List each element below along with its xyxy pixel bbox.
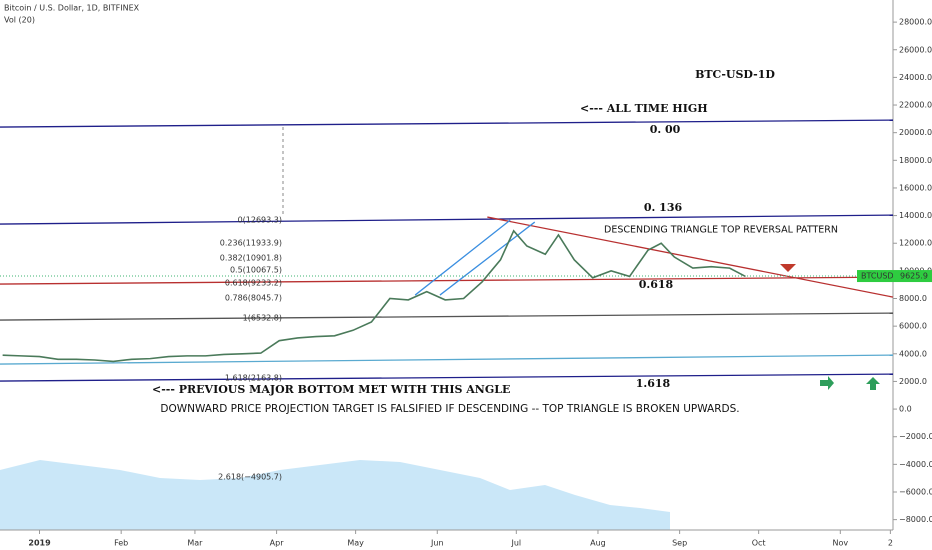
- x-tick-label: Apr: [270, 539, 285, 548]
- y-tick-label: −6000.0: [899, 487, 932, 496]
- x-tick-label: Nov: [833, 539, 849, 548]
- annotation: <--- PREVIOUS MAJOR BOTTOM MET WITH THIS…: [152, 383, 510, 396]
- y-tick-label: 8000.0: [899, 294, 927, 303]
- down-arrow: [780, 258, 796, 272]
- trend-line: [0, 214, 894, 225]
- trend-line: [0, 312, 894, 321]
- x-tick-label: Feb: [114, 539, 128, 548]
- annotation: DOWNWARD PRICE PROJECTION TARGET IS FALS…: [160, 403, 739, 415]
- y-tick-label: 12000.0: [899, 239, 932, 248]
- annotation: 0. 00: [650, 123, 681, 136]
- annotation: BTC-USD-1D: [695, 68, 775, 81]
- volume-area: [0, 460, 670, 530]
- y-tick-label: 4000.0: [899, 349, 927, 358]
- x-tick-label: Sep: [672, 539, 687, 548]
- trend-line: [414, 219, 511, 296]
- x-tick-label: Oct: [752, 539, 766, 548]
- x-tick-label: Jun: [430, 539, 444, 548]
- x-tick-label: Aug: [590, 539, 606, 548]
- x-tick-label: Jul: [510, 539, 521, 548]
- annotation: <--- ALL TIME HIGH: [580, 102, 708, 115]
- trend-line: [0, 373, 894, 382]
- volume-label: Vol (20): [4, 16, 35, 25]
- chart-title: Bitcoin / U.S. Dollar, 1D, BITFINEX: [4, 4, 140, 13]
- x-tick-label: May: [347, 539, 364, 548]
- annotation: 0.618: [639, 278, 674, 291]
- annotation: 0. 136: [644, 201, 683, 214]
- annotation: DESCENDING TRIANGLE TOP REVERSAL PATTERN: [604, 225, 838, 236]
- price-line: [2, 229, 746, 363]
- trend-line: [439, 221, 536, 296]
- trend-line: [0, 276, 894, 285]
- trend-line: [0, 119, 894, 128]
- fib-label: 0.786(8045.7): [225, 294, 282, 303]
- fib-label: 0.618(9233.2): [225, 279, 282, 288]
- fib-label: 0(12693.3): [238, 216, 282, 225]
- last-price-box: [857, 270, 932, 283]
- last-price-name: BTCUSD: [861, 272, 894, 281]
- fib-label: 0.236(11933.9): [220, 239, 282, 248]
- last-price-value: 9625.9: [900, 272, 928, 281]
- y-tick-label: 16000.0: [899, 183, 932, 192]
- trend-line: [487, 216, 894, 298]
- trend-line: [0, 354, 894, 365]
- fib-label: 0.382(10901.8): [220, 254, 282, 263]
- y-tick-label: −2000.0: [899, 432, 932, 441]
- y-tick-label: −4000.0: [899, 460, 932, 469]
- y-tick-label: 6000.0: [899, 322, 927, 331]
- fib-label: 1(6532.8): [243, 314, 282, 323]
- x-tick-label: 2019: [28, 539, 51, 548]
- y-tick-label: 18000.0: [899, 156, 932, 165]
- right-arrow: [820, 376, 834, 390]
- y-tick-label: 0.0: [899, 405, 912, 414]
- annotation: 1.618: [636, 377, 671, 390]
- x-tick-label: 2: [888, 539, 893, 548]
- fib-label: 1.618(2163.8): [225, 374, 282, 383]
- y-tick-label: 28000.0: [899, 18, 932, 27]
- fib-label: 2.618(−4905.7): [218, 473, 282, 482]
- y-tick-label: 20000.0: [899, 128, 932, 137]
- y-tick-label: 24000.0: [899, 73, 932, 82]
- y-tick-label: 14000.0: [899, 211, 932, 220]
- fib-label: 0.5(10067.5): [230, 266, 282, 275]
- up-arrow: [866, 377, 880, 390]
- x-tick-label: Mar: [187, 539, 203, 548]
- y-tick-label: 2000.0: [899, 377, 927, 386]
- y-tick-label: 22000.0: [899, 101, 932, 110]
- y-tick-label: −8000.0: [899, 515, 932, 524]
- y-tick-label: 26000.0: [899, 45, 932, 54]
